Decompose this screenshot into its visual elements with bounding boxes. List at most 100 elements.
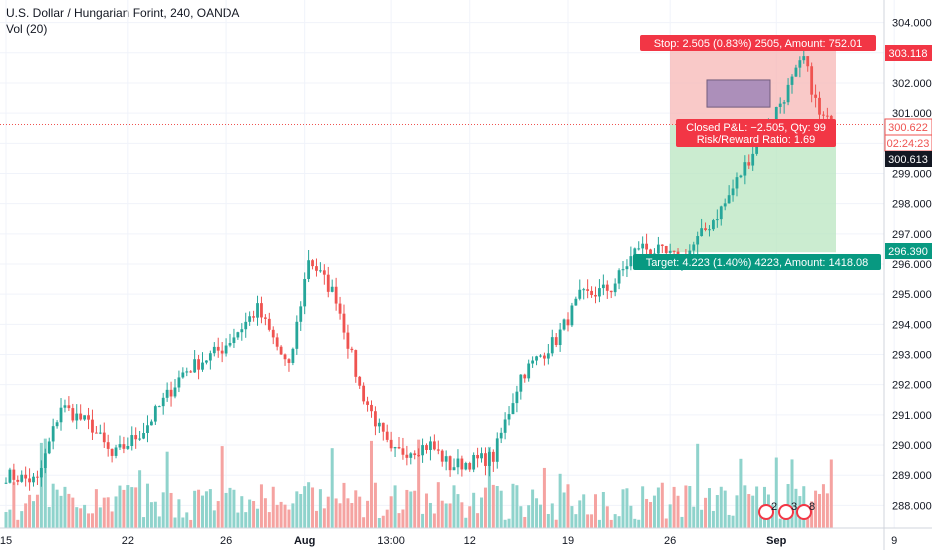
candle-body	[743, 162, 747, 176]
candle-body	[8, 469, 12, 483]
volume-bar	[263, 498, 267, 528]
candle-body	[637, 248, 641, 250]
candle-body	[291, 348, 295, 363]
volume-bar	[719, 486, 723, 528]
volume-bar	[440, 500, 444, 528]
volume-bar	[535, 498, 539, 528]
volume-bar	[700, 509, 704, 528]
volume-bar	[594, 494, 597, 528]
volume-bar	[452, 485, 456, 528]
volume-bar	[601, 492, 605, 528]
volume-bar	[609, 519, 613, 528]
target-label[interactable]: Target: 4.223 (1.40%) 4223, Amount: 1418…	[633, 254, 881, 270]
candle-body	[519, 374, 523, 392]
price-axis[interactable]: 288.000 289.000 290.000 291.000 292.000 293.0…	[892, 18, 932, 513]
volume-bar	[122, 489, 126, 528]
volume-bar	[145, 483, 149, 528]
volume-indicator-label[interactable]: Vol (20)	[6, 22, 48, 36]
candle-body	[700, 228, 704, 237]
candle-body	[558, 329, 562, 345]
candle-body	[621, 269, 625, 271]
candle-body	[177, 377, 181, 388]
volume-bar	[507, 518, 511, 528]
candle-body	[432, 441, 436, 450]
volume-bar	[71, 497, 75, 528]
volume-bar	[20, 511, 24, 528]
candle-body	[397, 447, 401, 449]
candle-body	[267, 318, 271, 330]
volume-bar	[727, 514, 731, 528]
candle-body	[712, 220, 715, 230]
candle-body	[134, 435, 138, 440]
time-tick-label: Aug	[294, 535, 315, 547]
volume-bar	[542, 467, 546, 528]
volume-bar	[503, 519, 507, 528]
volume-bar	[715, 495, 719, 528]
volume-bar	[672, 486, 676, 528]
volume-bar	[346, 498, 350, 528]
volume-bar	[287, 509, 291, 528]
pnl-label[interactable]: Closed P&L: −2.505, Qty: 99 Risk/Reward …	[676, 119, 836, 147]
candle-body	[511, 403, 515, 415]
candle-body	[605, 284, 609, 291]
volume-bar	[377, 517, 381, 528]
candle-body	[550, 337, 554, 354]
event-marker-1[interactable]	[758, 504, 774, 520]
price-tick-label: 295.000	[892, 289, 932, 301]
candle-body	[201, 362, 204, 370]
candle-body	[523, 374, 527, 379]
volume-bar	[366, 500, 370, 528]
volume-bar	[582, 494, 586, 528]
candle-body	[774, 106, 778, 121]
time-axis[interactable]: 15 22 26 Aug 13:00 12 19 26 Sep 9	[0, 535, 897, 547]
event-markers[interactable]: 2 3 8	[758, 501, 815, 520]
candle-body	[480, 453, 483, 459]
candle-body	[814, 94, 817, 98]
candle-body	[574, 298, 578, 306]
candle-body	[263, 317, 267, 319]
candle-body	[130, 435, 134, 447]
candle-body	[527, 363, 531, 379]
candle-body	[818, 97, 821, 115]
volume-bar	[342, 482, 346, 528]
volume-bar	[334, 498, 338, 528]
candle-body	[185, 371, 189, 373]
volume-bar	[558, 473, 562, 528]
volume-bar	[409, 491, 413, 528]
volume-bar	[118, 485, 122, 528]
price-tick-label: 294.000	[892, 319, 932, 331]
price-tick-label: 290.000	[892, 440, 932, 452]
event-marker-2[interactable]	[778, 504, 794, 520]
volume-bar	[425, 493, 429, 528]
volume-bar	[67, 493, 71, 528]
volume-bar	[527, 505, 531, 528]
volume-bar	[432, 513, 436, 528]
volume-bar	[692, 506, 696, 528]
candle-body	[12, 469, 16, 480]
candle-body	[181, 372, 185, 378]
candle-body	[448, 456, 452, 471]
candle-body	[205, 360, 208, 363]
candle-body	[507, 414, 511, 420]
candle-body	[539, 355, 542, 357]
candle-body	[594, 295, 597, 297]
candle-body	[236, 332, 240, 338]
volume-bar	[759, 514, 763, 528]
candle-body	[782, 102, 786, 104]
candle-body	[346, 332, 350, 349]
volume-bar	[794, 488, 798, 528]
stop-label[interactable]: Stop: 2.505 (0.83%) 2505, Amount: 752.01	[640, 35, 876, 51]
volume-bar	[326, 496, 330, 528]
candle-body	[472, 454, 476, 470]
candle-body	[153, 406, 157, 422]
volume-bar	[511, 483, 515, 528]
volume-bar	[487, 446, 491, 528]
price-tick-label: 302.000	[892, 78, 932, 90]
candle-body	[240, 329, 244, 333]
volume-bar	[829, 459, 833, 528]
volume-bar	[570, 506, 574, 528]
event-marker-3[interactable]	[796, 504, 812, 520]
candle-body	[374, 411, 377, 427]
candle-body	[224, 345, 228, 354]
